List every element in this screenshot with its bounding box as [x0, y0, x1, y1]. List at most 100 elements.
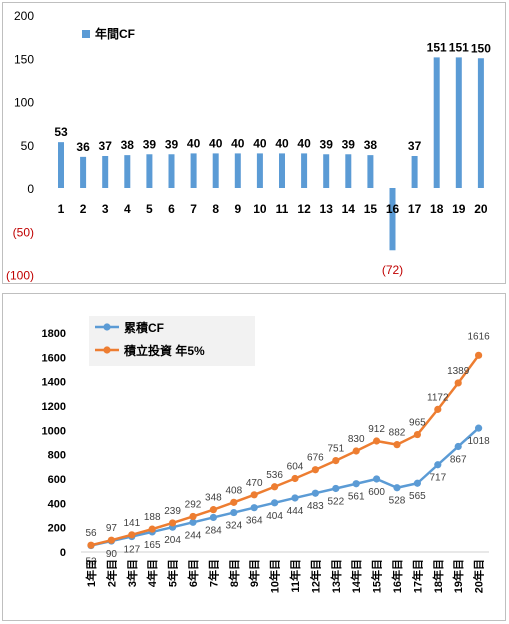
data-label: 404	[266, 511, 283, 522]
data-point	[373, 475, 381, 483]
data-label: 867	[450, 454, 467, 465]
bar	[477, 58, 484, 188]
legend-box	[89, 316, 255, 366]
data-label: 40	[209, 136, 223, 150]
x-tick-label: 3年目	[125, 559, 139, 587]
bar	[234, 153, 241, 188]
x-tick-label: 2	[80, 202, 87, 216]
data-label: 204	[164, 535, 181, 546]
data-label: 324	[225, 521, 242, 532]
x-tick-label: 9年目	[247, 559, 261, 587]
data-point	[250, 491, 258, 499]
bar	[367, 155, 374, 188]
data-point	[291, 474, 299, 483]
data-point	[271, 483, 279, 491]
data-point	[128, 531, 136, 539]
data-point	[271, 499, 279, 507]
x-tick-label: 10	[253, 202, 267, 216]
data-label: 1616	[467, 331, 490, 342]
bar	[455, 57, 462, 189]
data-label: 470	[246, 478, 263, 489]
legend-swatch	[82, 30, 90, 38]
x-tick-label: 5	[146, 202, 153, 216]
data-point	[332, 457, 340, 465]
x-tick-label: 3	[102, 202, 109, 216]
x-tick-label: 8	[212, 202, 219, 216]
data-point	[209, 513, 217, 522]
data-label: 40	[297, 136, 311, 150]
data-point	[413, 430, 421, 439]
x-tick-label: 7年目	[206, 559, 220, 587]
data-label: 604	[287, 461, 304, 472]
x-tick-label: 8年目	[227, 559, 241, 587]
y-tick-label: 0	[60, 547, 66, 559]
data-label: 39	[320, 137, 334, 151]
x-tick-label: 12	[297, 202, 311, 216]
data-label: 565	[409, 491, 426, 502]
x-tick-label: 17	[408, 202, 422, 216]
data-label: 1018	[467, 436, 490, 447]
bar	[58, 142, 64, 188]
data-label: 38	[121, 138, 135, 152]
data-label: 1389	[447, 366, 470, 377]
y-tick-label: 0	[27, 182, 34, 196]
data-label: 38	[364, 138, 378, 152]
data-label: 40	[275, 136, 289, 150]
data-label: 965	[409, 418, 426, 429]
y-tick-label: 1000	[42, 425, 66, 437]
data-label: 244	[185, 530, 202, 541]
data-point	[230, 508, 238, 517]
data-label: 141	[123, 518, 140, 529]
cumulative-line-chart: 0 200 400 600 800 1000 1200 1400 1600 1800 53 90 127…	[42, 316, 490, 593]
data-point	[352, 480, 360, 488]
y-tick-label: 50	[21, 139, 35, 153]
data-point	[454, 379, 462, 387]
x-tick-label: 15	[364, 202, 378, 216]
data-label: 830	[348, 434, 365, 445]
data-label: 483	[307, 501, 324, 512]
x-tick-label: 20	[474, 202, 488, 216]
x-tick-label: 9	[234, 202, 241, 216]
data-label: 444	[287, 506, 304, 517]
bar	[389, 188, 396, 251]
data-point	[87, 541, 95, 549]
y-tick-label: 400	[48, 498, 66, 510]
x-tick-label: 11年目	[288, 559, 302, 593]
x-tick-label: 7	[190, 202, 197, 216]
x-tick-label: 14	[342, 202, 356, 216]
data-point	[332, 484, 340, 493]
data-point	[475, 351, 483, 359]
x-tick-label: 20年目	[472, 559, 486, 593]
x-tick-label: 13	[320, 202, 334, 216]
data-label: 292	[185, 499, 202, 510]
y-tick-label: 800	[48, 450, 66, 462]
x-tick-label: 19	[452, 202, 466, 216]
data-point	[434, 405, 442, 413]
x-tick-label: 6年目	[186, 559, 200, 587]
data-label: (72)	[382, 263, 403, 277]
bar	[433, 57, 440, 189]
x-tick-label: 14年目	[349, 559, 363, 593]
x-tick-label: 19年目	[451, 559, 465, 593]
bar	[279, 153, 285, 188]
data-label: 150	[471, 41, 491, 55]
x-tick-label: 1	[58, 202, 65, 216]
cumulative-chart-panel: 0 200 400 600 800 1000 1200 1400 1600 1800 53 90 127…	[2, 293, 506, 621]
x-tick-label: 11	[276, 202, 289, 216]
bar	[345, 154, 352, 188]
data-label: 561	[348, 492, 365, 503]
y-tick-label: 1800	[42, 328, 66, 340]
data-label: 717	[429, 473, 446, 484]
legend-label-cumulative-cf: 累積CF	[124, 320, 164, 335]
data-label: 912	[368, 424, 385, 435]
data-point	[169, 519, 177, 527]
data-point	[189, 518, 197, 526]
data-point	[475, 424, 483, 432]
x-tick-label: 1年目	[84, 559, 98, 587]
data-label: 37	[99, 139, 113, 153]
y-tick-label: 1400	[42, 377, 66, 389]
data-point	[107, 536, 115, 544]
y-tick-label: 150	[14, 52, 34, 66]
bar	[124, 155, 131, 188]
